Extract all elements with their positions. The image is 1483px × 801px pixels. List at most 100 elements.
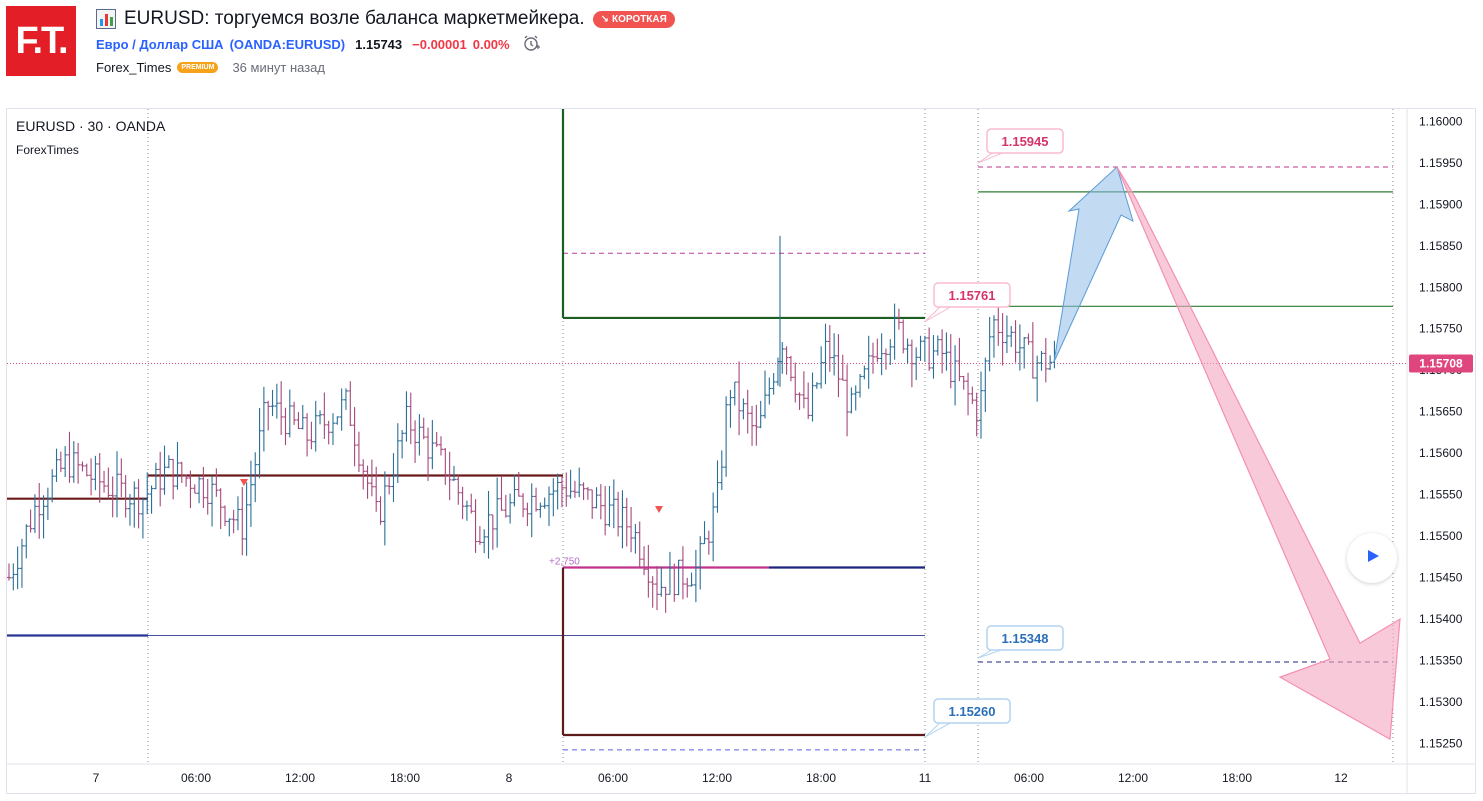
symbol-paren-open: ( [229,36,234,52]
ohlc-bar [767,377,772,405]
ohlc-bar [19,538,24,588]
chart-watermark: ForexTimes [16,143,79,157]
ohlc-bar [15,546,20,590]
play-button[interactable] [1347,533,1397,583]
ohlc-bar [1026,333,1031,345]
callout-box [933,282,1011,308]
ohlc-bar [374,466,379,512]
ohlc-bar [568,469,573,499]
sell-triangle-marker [655,506,663,513]
ohlc-bar [771,372,776,395]
symbol-code-link[interactable]: OANDA:EURUSD [233,36,341,52]
ohlc-bar [235,496,240,531]
ohlc-bar [58,451,63,473]
callout-box [986,625,1064,651]
symbol-row: Евро / Доллар США (OANDA:EURUSD) 1.15743… [96,32,1483,56]
ohlc-bar [93,455,98,491]
callout-box [986,128,1064,154]
ohlc-bar [832,333,837,376]
brand-logo[interactable]: F.T. [6,6,76,76]
ohlc-bar [378,496,383,525]
ohlc-bar [693,549,698,603]
ohlc-bar [909,339,914,388]
ohlc-bar [244,482,249,556]
time-tick-label: 12:00 [285,771,315,785]
ohlc-bar [391,453,396,502]
ohlc-bar [32,494,37,534]
ohlc-bar [594,487,599,509]
ohlc-bar [827,325,832,372]
ohlc-bar [706,530,711,555]
time-tick-label: 18:00 [390,771,420,785]
ohlc-bar [672,563,677,602]
ohlc-bar [490,514,495,550]
symbol-name-link[interactable]: Евро / Доллар США [96,36,224,52]
ohlc-bar [322,392,327,439]
ohlc-bar [650,576,655,608]
ohlc-bar [987,316,992,372]
symbol-paren-close: ) [340,36,346,52]
callout-label: 1.15260 [949,704,996,719]
ohlc-bar [503,494,508,518]
chart-container[interactable]: +2,750 1.15945 1.15761 1.15348 1.15260 1.160… [6,108,1476,794]
price-tick-label: 1.15550 [1419,488,1463,502]
author-link[interactable]: Forex_Times [96,59,172,75]
ohlc-bar [227,518,232,537]
ohlc-bar [313,400,318,452]
ohlc-bar [274,383,279,419]
price-tick-label: 1.15900 [1419,197,1463,211]
time-tick-label: 8 [506,771,513,785]
time-tick-label: 11 [919,771,932,785]
symbol-change-pct: 0.00% [472,36,510,52]
ohlc-bar [279,381,284,435]
ohlc-bar [473,499,478,553]
ohlc-bar [784,346,789,375]
ohlc-bar [875,338,880,363]
ohlc-bar [184,474,189,487]
ohlc-bar [788,355,793,382]
ohlc-bar [352,407,357,467]
ohlc-bar [750,405,755,446]
ohlc-bar [516,471,521,497]
callout-pointer [924,720,955,738]
ohlc-bar [296,412,301,430]
ohlc-bar [667,551,672,595]
ohlc-bar [430,420,435,470]
ohlc-bar [214,468,219,497]
ohlc-bar [1030,322,1035,379]
ohlc-bar [983,357,988,412]
forecast-up-arrow [1053,166,1134,363]
ohlc-bar [421,417,426,440]
position-size-label: +2,750 [549,557,580,568]
ohlc-bar [754,404,759,446]
ohlc-bar [460,486,465,520]
ohlc-bar [400,429,405,459]
ohlc-bar [257,408,262,479]
time-tick-label: 12 [1334,771,1348,785]
arrow-down-right-icon: ↘ [600,13,609,25]
ohlc-bar [935,335,940,356]
ohlc-bar [559,476,564,508]
ohlc-bar [642,546,647,576]
price-chart[interactable]: +2,750 1.15945 1.15761 1.15348 1.15260 1.160… [7,109,1475,793]
ohlc-bar [555,473,560,510]
ohlc-bar [806,382,811,420]
ohlc-bar [41,495,46,539]
alarm-clock-icon[interactable] [522,34,540,55]
short-badge: ↘ КОРОТКАЯ [592,10,675,28]
ohlc-bar [482,529,487,554]
ohlc-bar [382,471,387,546]
time-tick-label: 18:00 [806,771,836,785]
ohlc-bar [1048,355,1053,371]
ohlc-bar [883,348,888,370]
callout-label: 1.15761 [949,288,996,303]
ohlc-bar [395,423,400,483]
ohlc-bar [948,334,953,389]
ohlc-bar [996,302,1001,346]
ohlc-bar [447,451,452,501]
ohlc-bar [676,559,681,596]
ohlc-bar [50,469,55,503]
ohlc-bar [149,485,154,514]
ohlc-bar [153,462,158,490]
idea-title: EURUSD: торгуемся возле баланса маркетме… [124,8,585,29]
